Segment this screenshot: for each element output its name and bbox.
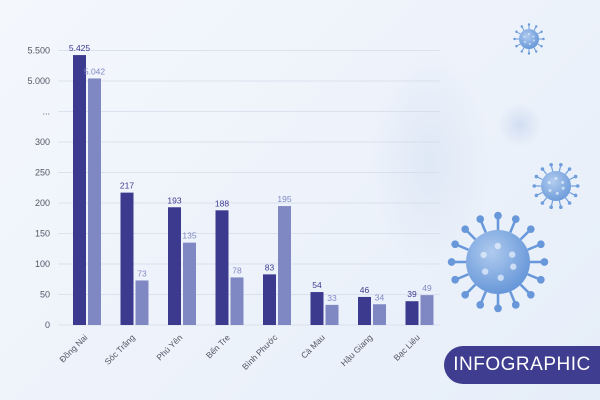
x-tick-label: Cà Mau: [299, 332, 327, 360]
bar: [263, 274, 276, 325]
bar: [168, 207, 181, 325]
bar: [373, 304, 386, 325]
data-label: 195: [277, 194, 291, 204]
bar: [325, 304, 339, 325]
virus-icon: [447, 211, 549, 313]
x-tick-label: Sóc Trăng: [102, 332, 137, 367]
bar: [135, 280, 149, 325]
data-label: 34: [375, 292, 385, 302]
data-label: 46: [360, 285, 370, 295]
data-label: 5.425: [69, 43, 91, 53]
y-tick-label: ...: [42, 107, 50, 117]
bar: [73, 55, 86, 325]
infographic-badge: INFOGRAPHIC: [444, 346, 600, 384]
data-label: 39: [407, 289, 417, 299]
x-axis-labels: Đồng Nai Sóc Trăng Phú Yên Bến Tre Bình Phướ…: [57, 332, 422, 372]
bar: [310, 292, 324, 325]
data-label: 135: [182, 231, 196, 241]
y-tick-label: 100: [35, 259, 50, 269]
data-label: 33: [327, 293, 337, 303]
grid-lines: [58, 50, 440, 326]
data-label: 49: [422, 283, 432, 293]
y-tick-label: 0: [45, 320, 50, 330]
x-tick-label: Bạc Liêu: [391, 332, 422, 363]
x-tick-label: Phú Yên: [154, 332, 184, 362]
y-tick-label: 200: [35, 198, 50, 208]
virus-icon: [513, 23, 545, 55]
bar: [88, 78, 101, 325]
y-tick-label: 150: [35, 229, 50, 239]
data-labels: 5.425 5.042 217 73 193 135 188 78 83 195 54 33 46 34 3…: [69, 43, 432, 303]
bar: [230, 277, 244, 325]
data-label: 193: [167, 195, 181, 205]
data-label: 5.042: [84, 66, 106, 76]
y-tick-label: 5.000: [27, 76, 50, 86]
x-tick-label: Hậu Giang: [339, 332, 375, 368]
x-tick-label: Bình Phước: [240, 332, 280, 372]
y-tick-label: 250: [35, 168, 50, 178]
virus-icon: [532, 162, 580, 210]
bar: [120, 192, 134, 325]
bar: [358, 296, 371, 325]
bars: [73, 55, 434, 325]
x-tick-label: Đồng Nai: [57, 332, 89, 364]
bar: [183, 242, 196, 325]
data-label: 217: [120, 181, 134, 191]
bar: [215, 210, 229, 325]
data-label: 73: [137, 268, 147, 278]
y-axis-ticks: 0 50 100 150 200 250 300... 5.000 5.500: [27, 46, 50, 331]
bar: [420, 295, 434, 325]
y-tick-label: 50: [40, 290, 50, 300]
data-label: 188: [215, 198, 229, 208]
bar: [278, 206, 291, 325]
bar: [405, 301, 419, 325]
y-tick-label: 300: [35, 137, 50, 147]
data-label: 78: [232, 265, 242, 275]
y-tick-label: 5.500: [27, 46, 50, 56]
data-label: 54: [312, 280, 322, 290]
data-label: 83: [265, 262, 275, 272]
x-tick-label: Bến Tre: [204, 332, 232, 360]
